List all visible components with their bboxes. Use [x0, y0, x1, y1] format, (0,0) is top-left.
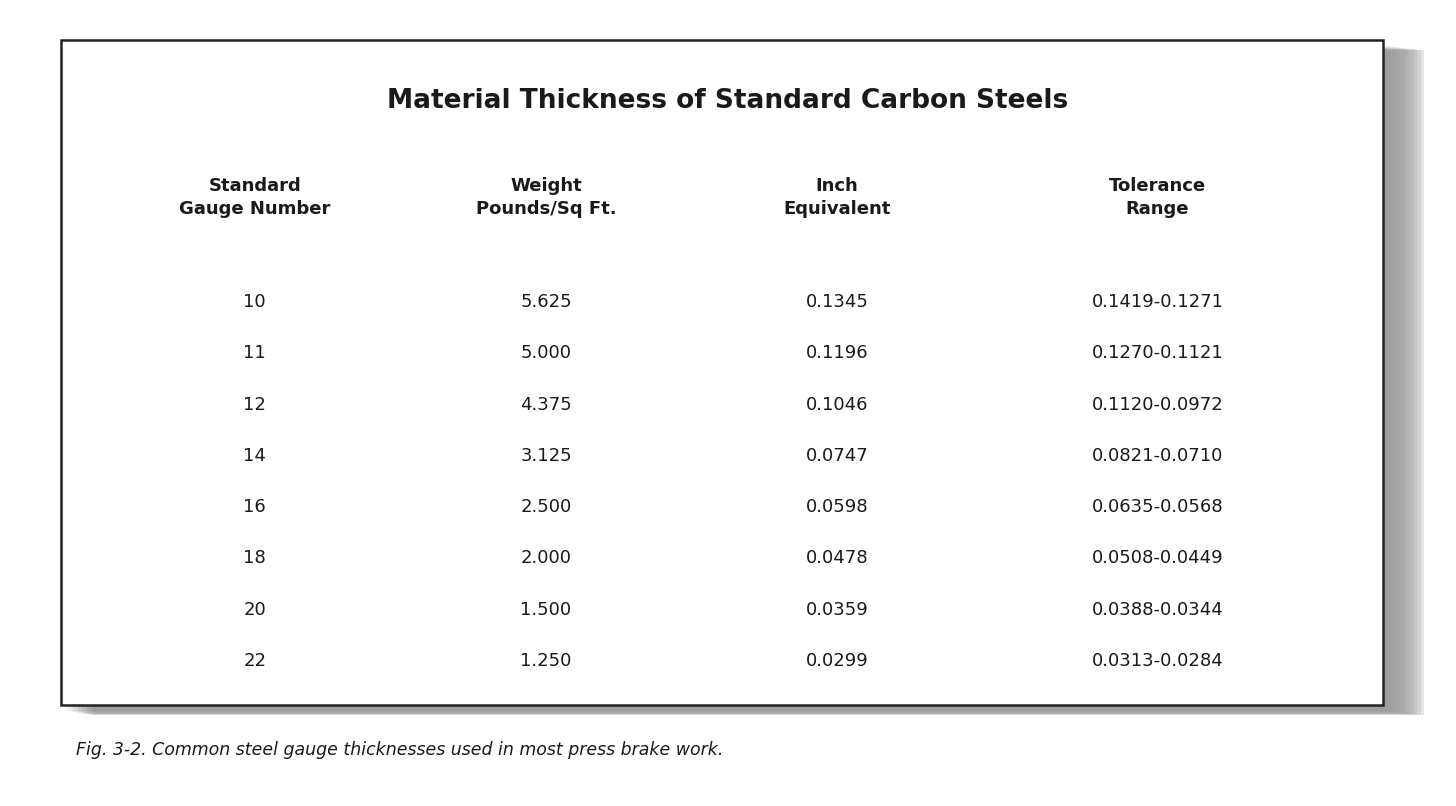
Text: 0.0313-0.0284: 0.0313-0.0284: [1092, 652, 1223, 670]
Text: 0.1270-0.1121: 0.1270-0.1121: [1092, 344, 1223, 363]
Bar: [90, 50, 1421, 715]
Text: Inch
Equivalent: Inch Equivalent: [783, 177, 891, 218]
Text: 11: 11: [243, 344, 266, 363]
Text: 10: 10: [243, 293, 266, 311]
Text: 22: 22: [243, 652, 266, 670]
Text: 12: 12: [243, 396, 266, 413]
Text: 5.625: 5.625: [520, 293, 572, 311]
Text: Material Thickness of Standard Carbon Steels: Material Thickness of Standard Carbon St…: [387, 88, 1069, 114]
Bar: [61, 40, 1383, 705]
Text: 0.0388-0.0344: 0.0388-0.0344: [1092, 600, 1223, 619]
Text: 0.0635-0.0568: 0.0635-0.0568: [1092, 498, 1223, 516]
Text: Tolerance
Range: Tolerance Range: [1109, 177, 1206, 218]
Text: 0.1046: 0.1046: [807, 396, 868, 413]
Bar: [77, 48, 1404, 713]
Text: Weight
Pounds/Sq Ft.: Weight Pounds/Sq Ft.: [476, 177, 616, 218]
Text: 18: 18: [243, 550, 266, 567]
Text: 4.375: 4.375: [520, 396, 572, 413]
Bar: [71, 47, 1396, 712]
Text: 0.0478: 0.0478: [805, 550, 869, 567]
Bar: [80, 48, 1406, 713]
Bar: [64, 46, 1386, 711]
Bar: [74, 48, 1401, 713]
Text: 3.125: 3.125: [520, 447, 572, 465]
Text: 0.1345: 0.1345: [805, 293, 869, 311]
Text: 0.1120-0.0972: 0.1120-0.0972: [1092, 396, 1223, 413]
Text: 0.0299: 0.0299: [805, 652, 869, 670]
Bar: [68, 47, 1393, 712]
Bar: [87, 49, 1417, 714]
Text: 5.000: 5.000: [520, 344, 572, 363]
Bar: [67, 46, 1390, 711]
Bar: [93, 50, 1424, 715]
Text: Fig. 3-2. Common steel gauge thicknesses used in most press brake work.: Fig. 3-2. Common steel gauge thicknesses…: [76, 741, 724, 758]
Text: 0.1196: 0.1196: [805, 344, 869, 363]
Bar: [82, 48, 1411, 713]
Text: 20: 20: [243, 600, 266, 619]
Text: 0.0359: 0.0359: [805, 600, 869, 619]
Text: 1.250: 1.250: [520, 652, 572, 670]
Text: Standard
Gauge Number: Standard Gauge Number: [179, 177, 331, 218]
Text: 0.0598: 0.0598: [805, 498, 869, 516]
Text: 0.0508-0.0449: 0.0508-0.0449: [1092, 550, 1223, 567]
Text: 0.0821-0.0710: 0.0821-0.0710: [1092, 447, 1223, 465]
Text: 16: 16: [243, 498, 266, 516]
Text: 0.0747: 0.0747: [805, 447, 869, 465]
Text: 2.000: 2.000: [520, 550, 572, 567]
Text: 2.500: 2.500: [520, 498, 572, 516]
Bar: [84, 49, 1414, 714]
Text: 1.500: 1.500: [520, 600, 572, 619]
Text: 0.1419-0.1271: 0.1419-0.1271: [1092, 293, 1223, 311]
Text: 14: 14: [243, 447, 266, 465]
